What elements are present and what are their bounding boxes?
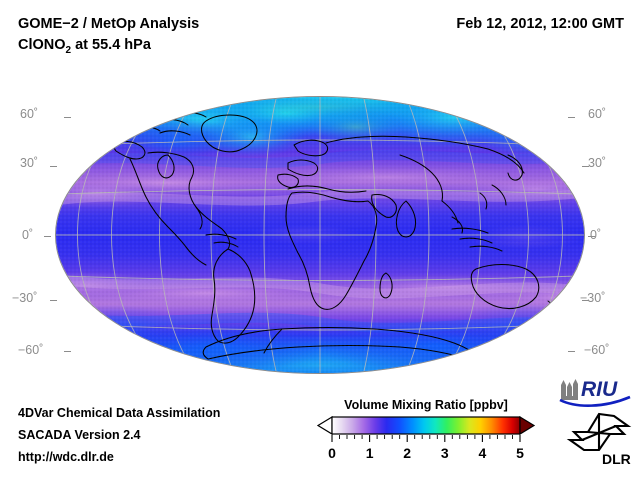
dlr-mark-icon	[566, 412, 632, 452]
riu-tower-icon	[561, 379, 578, 400]
colorbar-title: Volume Mixing Ratio [ppbv]	[344, 398, 508, 412]
colorbar-ticks	[331, 435, 521, 442]
dlr-logo-graphic: DLR	[566, 412, 632, 467]
colorbar-graphic: 0 1 2 3 4 5	[316, 416, 536, 464]
lat-label-left-30: 30˚	[20, 156, 39, 170]
colorbar-label-2: 2	[403, 445, 412, 461]
colorbar-under-arrow	[316, 416, 333, 436]
colorbar-over-arrow	[519, 416, 536, 436]
date-block: Feb 12, 2012, 12:00 GMT	[456, 14, 624, 35]
lat-label-left-m60: −60˚	[18, 343, 44, 357]
lat-tick-right-0	[588, 236, 595, 237]
lat-tick-left-m60	[64, 351, 71, 352]
riu-swoosh-icon	[559, 395, 631, 407]
globe-field	[56, 97, 584, 373]
lat-label-right-m30: −30˚	[580, 291, 606, 305]
riu-logo-graphic: RIU	[559, 378, 631, 407]
lat-label-left-0: 0˚	[22, 228, 34, 242]
lat-tick-right-30	[582, 166, 589, 167]
globe-container	[56, 97, 584, 373]
lat-tick-right-m60	[568, 351, 575, 352]
lat-label-right-60: 60˚	[588, 107, 607, 121]
title-block: GOME−2 / MetOp Analysis ClONO2 at 55.4 h…	[18, 14, 378, 61]
species-subscript: 2	[65, 44, 72, 56]
footer-text-block: 4DVar Chemical Data Assimilation SACADA …	[18, 402, 220, 468]
dlr-logo: DLR	[566, 412, 636, 468]
lat-tick-left-30	[50, 166, 57, 167]
field-texture	[56, 97, 584, 373]
colorbar-label-1: 1	[365, 445, 374, 461]
species-name: ClONO	[18, 37, 66, 53]
riu-wordmark: RIU	[581, 378, 618, 401]
colorbar-label-3: 3	[440, 445, 449, 461]
lat-label-left-m30: −30˚	[12, 291, 38, 305]
globe-clip	[56, 97, 584, 373]
lat-label-right-30: 30˚	[588, 156, 607, 170]
map-area: 60˚ 30˚ 0˚ −30˚ −60˚ 60˚ 30˚ 0˚ −30˚ −60…	[0, 88, 640, 384]
lat-label-right-0: 0˚	[590, 228, 602, 242]
colorbar-label-5: 5	[516, 445, 524, 461]
lat-label-right-m60: −60˚	[584, 343, 610, 357]
colorbar-label-4: 4	[478, 445, 487, 461]
lat-tick-left-60	[64, 117, 71, 118]
page-title: GOME−2 / MetOp Analysis	[18, 16, 200, 32]
lat-tick-left-m30	[50, 300, 57, 301]
dlr-wordmark: DLR	[602, 451, 631, 467]
species-level: at 55.4 hPa	[71, 37, 151, 53]
lat-tick-right-60	[568, 117, 575, 118]
species-subtitle: ClONO2 at 55.4 hPa	[18, 35, 378, 61]
riu-logo: RIU	[558, 376, 634, 410]
lat-tick-right-m30	[582, 300, 589, 301]
colorbar-gradient	[331, 416, 521, 435]
colorbar-label-0: 0	[328, 445, 336, 461]
lat-label-left-60: 60˚	[20, 107, 39, 121]
lat-tick-left-0	[44, 236, 51, 237]
colorbar-swatch	[316, 416, 536, 442]
colorbar: Volume Mixing Ratio [ppbv]	[316, 398, 536, 464]
footer-line-method: 4DVar Chemical Data Assimilation	[18, 406, 221, 420]
footer-line-url[interactable]: http://wdc.dlr.de	[18, 450, 114, 464]
colorbar-minor-ticks	[339, 435, 513, 439]
timestamp-label: Feb 12, 2012, 12:00 GMT	[456, 16, 624, 32]
footer-line-version: SACADA Version 2.4	[18, 428, 141, 442]
